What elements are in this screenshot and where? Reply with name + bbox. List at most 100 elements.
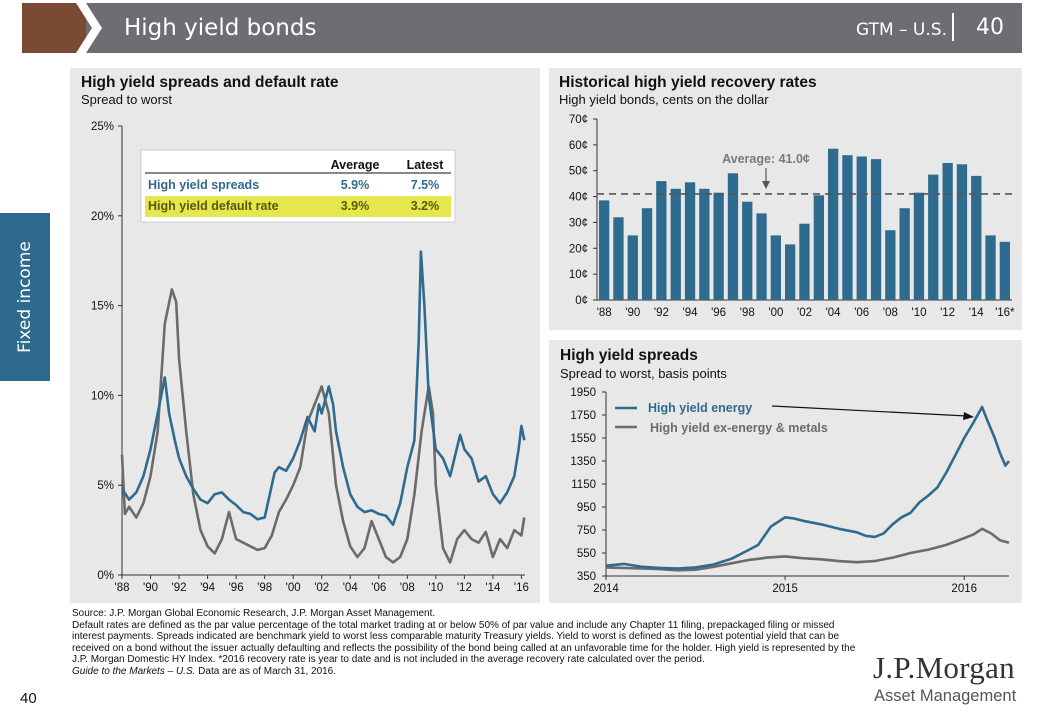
bar	[727, 173, 739, 300]
footer-page-number: 40	[20, 690, 37, 707]
bar	[856, 156, 867, 300]
y-tick-label: 1750	[570, 410, 596, 422]
section-tab-label: Fixed income	[15, 241, 35, 353]
brand-logo: J.P.Morgan	[873, 650, 1015, 685]
recovery-rates-chart: Historical high yield recovery rates Hig…	[559, 74, 1015, 319]
legend-header-average: Average	[331, 158, 380, 172]
bar	[699, 188, 710, 300]
bar	[656, 181, 667, 300]
x-tick-label: '16*	[995, 307, 1015, 319]
section-tab[interactable]	[0, 213, 50, 381]
x-tick-label: '10	[428, 582, 443, 594]
source-note: Source: J.P. Morgan Global Economic Rese…	[72, 608, 436, 619]
x-tick-label: '96	[229, 582, 244, 594]
header-accent	[22, 3, 86, 53]
bar	[870, 159, 882, 300]
chart-subtitle: Spread to worst	[81, 92, 172, 107]
header-divider	[952, 13, 954, 41]
x-tick-label: '08	[883, 307, 898, 319]
x-tick-label: '04	[826, 307, 842, 319]
legend-row-label: High yield default rate	[148, 199, 279, 213]
x-tick-label: '16	[514, 582, 529, 594]
y-tick-label: 10¢	[569, 269, 588, 281]
bar	[756, 213, 767, 300]
chart-subtitle: High yield bonds, cents on the dollar	[559, 92, 769, 107]
x-tick-label: '98	[257, 582, 272, 594]
y-tick-label: 10%	[91, 390, 114, 402]
legend-row-label: High yield spreads	[148, 178, 259, 192]
x-tick-label: '14	[969, 307, 985, 319]
legend-row-average: 5.9%	[341, 178, 370, 192]
series-line	[605, 527, 1010, 572]
x-tick-label: '06	[854, 307, 869, 319]
y-tick-label: 350	[577, 571, 596, 583]
spreads-default-chart: High yield spreads and default rate Spre…	[81, 74, 529, 594]
x-tick-label: '02	[314, 582, 329, 594]
bar	[956, 164, 968, 301]
bar	[613, 217, 624, 300]
y-tick-label: 1550	[570, 433, 596, 445]
y-tick-label: 40¢	[569, 192, 588, 204]
y-tick-label: 70¢	[569, 114, 588, 126]
bar	[742, 201, 753, 300]
average-label: Average: 41.0¢	[722, 152, 810, 166]
bar	[999, 241, 1010, 300]
hy-spreads-panel: High yield spreads Spread to worst, basi…	[549, 340, 1022, 603]
series-line	[120, 288, 526, 564]
legend-row-average: 3.9%	[341, 199, 370, 213]
x-tick-label: '98	[740, 307, 755, 319]
brand-subtitle: Asset Management	[874, 687, 1017, 705]
page-title: High yield bonds	[124, 15, 317, 41]
bar	[885, 230, 896, 300]
spreads-default-panel: High yield spreads and default rate Spre…	[70, 68, 540, 603]
x-tick-label: '02	[797, 307, 812, 319]
y-tick-label: 0%	[97, 570, 114, 582]
x-tick-label: '12	[457, 582, 472, 594]
chevron-right-icon	[76, 3, 102, 53]
y-tick-label: 750	[577, 525, 596, 537]
x-tick-label: 2015	[772, 583, 798, 595]
bar	[928, 174, 939, 300]
guide-title: Guide to the Markets – U.S.	[72, 665, 196, 677]
legend-row-latest: 7.5%	[411, 178, 440, 192]
bar	[785, 244, 796, 300]
legend-row-latest: 3.2%	[411, 199, 440, 213]
bar	[799, 223, 810, 300]
bar	[770, 235, 781, 300]
x-tick-label: '10	[912, 307, 927, 319]
bar	[971, 175, 982, 300]
footnotes: Source: J.P. Morgan Global Economic Rese…	[72, 608, 862, 678]
x-tick-label: '94	[200, 582, 216, 594]
series-line	[605, 405, 1011, 570]
bar	[842, 155, 853, 300]
x-tick-label: 2016	[951, 583, 977, 595]
header-page-number: 40	[976, 15, 1004, 40]
x-tick-label: '90	[143, 582, 158, 594]
x-tick-label: '94	[683, 307, 699, 319]
arrow-head-icon	[963, 412, 974, 420]
bar	[942, 163, 953, 300]
region-label: GTM – U.S.	[856, 20, 947, 40]
hy-spreads-chart: High yield spreads Spread to worst, basi…	[560, 347, 1011, 595]
series-line	[120, 250, 526, 526]
data-date-text: Data are as of March 31, 2016.	[195, 665, 337, 677]
y-tick-label: 5%	[97, 480, 114, 492]
x-tick-label: '06	[371, 582, 386, 594]
arrow-down-icon	[762, 181, 770, 189]
legend-label: High yield ex-energy & metals	[650, 421, 828, 435]
x-tick-label: '00	[768, 307, 783, 319]
annotation-arrow	[771, 405, 968, 417]
recovery-rates-panel: Historical high yield recovery rates Hig…	[549, 68, 1022, 330]
x-tick-label: '90	[625, 307, 640, 319]
x-tick-label: 2014	[593, 583, 619, 595]
chart-title: High yield spreads	[560, 347, 698, 364]
x-tick-label: '00	[286, 582, 301, 594]
x-tick-label: '14	[485, 582, 501, 594]
x-tick-label: '88	[115, 582, 130, 594]
slide-header: High yield bonds GTM – U.S. 40	[0, 0, 1047, 56]
x-tick-label: '04	[343, 582, 359, 594]
y-tick-label: 1150	[571, 479, 596, 491]
y-tick-label: 60¢	[569, 140, 588, 152]
y-tick-label: 950	[577, 502, 596, 514]
x-tick-label: '12	[940, 307, 955, 319]
